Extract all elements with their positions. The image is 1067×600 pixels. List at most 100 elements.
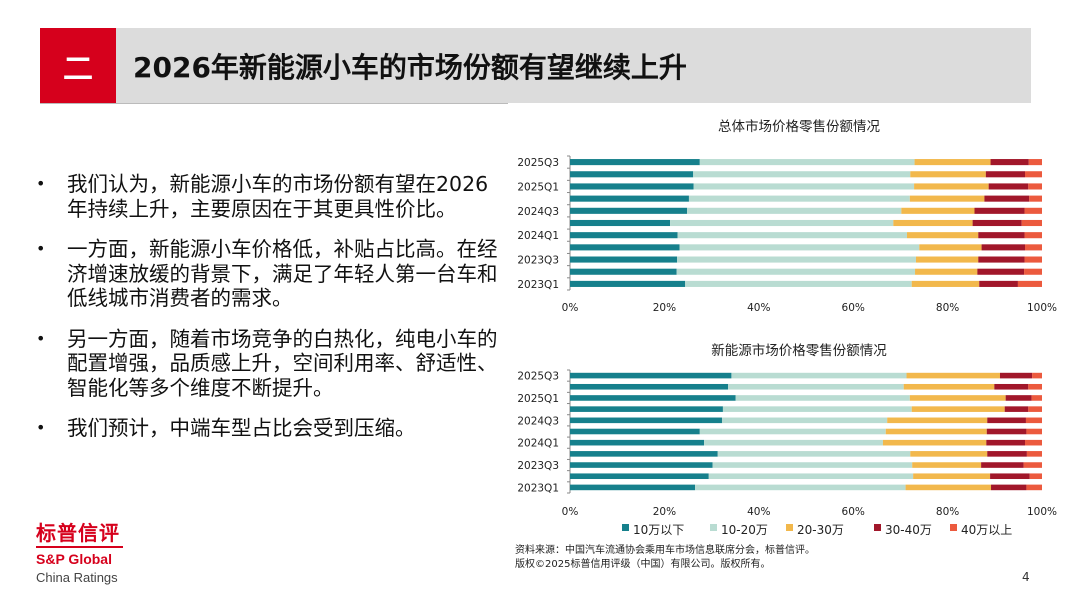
x-tick-label: 60% (842, 302, 865, 314)
bar-segment (987, 451, 1027, 457)
bar-segment (985, 171, 1026, 178)
y-tick-label: 2025Q1 (517, 181, 559, 193)
bar-segment (570, 171, 694, 178)
bar-segment (1026, 428, 1042, 435)
bar-segment (986, 439, 1026, 446)
bar-segment (1005, 395, 1032, 401)
y-tick-label: 2024Q3 (517, 206, 559, 218)
bar-segment (1024, 268, 1042, 275)
bar-segment (974, 207, 1025, 214)
logo-subtitle: China Ratings (36, 570, 118, 585)
bar-segment (919, 244, 982, 251)
page-title: 2026年新能源小车的市场份额有望继续上升 (133, 51, 687, 84)
bar-segment (570, 268, 677, 275)
price-share-charts: 总体市场价格零售份额情况 2023Q1 2023Q3 2024Q1 2024Q3 2025… (517, 118, 1057, 537)
bar-segment (1029, 473, 1042, 480)
bar-segment (988, 183, 1029, 190)
bar-segment (1028, 383, 1042, 390)
bar-segment (1024, 256, 1042, 263)
source-note: 资料来源：中国汽车流通协会乘用车市场信息联席分会，标普信评。 版权©2025标普… (515, 544, 815, 572)
bar-segment (712, 462, 913, 468)
header-divider (40, 103, 508, 104)
bar-segment (570, 195, 689, 202)
bullet-item: • 一方面，新能源小车价格低，补贴占比高。在经济增速放缓的背景下，满足了年轻人第一… (36, 237, 506, 311)
bar-segment (1028, 406, 1042, 412)
legend-label: 10-20万 (721, 523, 768, 537)
bar-segment (915, 268, 978, 275)
y-tick-label: 2024Q1 (517, 230, 559, 242)
bar-segment (570, 372, 732, 379)
bar-segment (570, 280, 686, 287)
bar-segment (731, 372, 907, 379)
bar-segment (1032, 372, 1042, 379)
bar-segment (693, 183, 915, 190)
x-tick-label: 100% (1027, 302, 1057, 314)
bullet-text: 我们预计，中端车型占比会受到压缩。 (67, 416, 416, 440)
x-tick-label: 80% (936, 506, 959, 518)
bar-segment (991, 484, 1027, 491)
bar-segment (1024, 207, 1042, 214)
legend-swatch (622, 524, 629, 531)
bar-segment (972, 219, 1022, 227)
legend-swatch (950, 524, 957, 531)
bar-segment (570, 207, 688, 214)
bar-segment (570, 473, 709, 480)
bar-segment (882, 439, 987, 446)
bar-segment (999, 372, 1033, 379)
bar-segment (693, 171, 911, 178)
bullet-item: • 另一方面，随着市场竞争的白热化，纯电小车的配置增强，品质感上升，空间利用率、舒… (36, 327, 506, 401)
x-tick-label: 20% (653, 506, 676, 518)
bar-segment (699, 428, 886, 435)
bar-segment (570, 439, 705, 446)
bar-segment (1025, 417, 1042, 424)
bar-segment (987, 417, 1026, 424)
bar-segment (978, 232, 1025, 239)
logo-english: S&P Global (36, 551, 112, 567)
bar-segment (570, 395, 736, 401)
bar-segment (704, 439, 883, 446)
x-tick-label: 80% (936, 302, 959, 314)
x-tick-label: 0% (562, 506, 579, 518)
bar-segment (1021, 219, 1042, 227)
logo-divider (36, 546, 123, 548)
bar-segment (905, 484, 992, 491)
y-tick-label: 2025Q3 (517, 157, 559, 169)
bar-segment (687, 207, 902, 214)
bar-segment (570, 232, 678, 239)
bar-segment (986, 428, 1027, 435)
bar-segment (688, 195, 910, 202)
bar-segment (1023, 462, 1042, 468)
bar-segment (909, 395, 1006, 401)
logo-chinese: 标普信评 (36, 521, 120, 545)
bar-segment (685, 280, 912, 287)
bar-segment (570, 219, 671, 227)
bar-segment (728, 383, 904, 390)
bar-segment (676, 268, 916, 275)
y-tick-label: 2023Q1 (517, 279, 559, 291)
bar-segment (570, 183, 694, 190)
bar-segment (1004, 406, 1029, 412)
bullet-icon: • (36, 328, 46, 348)
bar-segment (907, 232, 979, 239)
bar-segment (570, 244, 680, 251)
bar-segment (570, 159, 700, 166)
bar-segment (1025, 244, 1042, 251)
bullet-text: 我们认为，新能源小车的市场份额有望在2026年持续上升，主要原因在于其更具性价比… (67, 172, 489, 221)
y-tick-label: 2023Q3 (517, 460, 559, 472)
y-tick-label: 2023Q3 (517, 255, 559, 267)
x-tick-label: 40% (747, 302, 770, 314)
bar-segment (912, 462, 982, 468)
bar-segment (570, 428, 700, 435)
bar-segment (1017, 280, 1042, 287)
y-tick-label: 2025Q1 (517, 393, 559, 405)
bar-segment (1025, 439, 1042, 446)
bar-segment (901, 207, 975, 214)
x-tick-label: 40% (747, 506, 770, 518)
bar-segment (570, 462, 713, 468)
bar-segment (570, 484, 696, 491)
bar-segment (981, 462, 1024, 468)
bullet-text: 另一方面，随着市场竞争的白热化，纯电小车的配置增强，品质感上升，空间利用率、舒适… (67, 326, 498, 400)
legend-swatch (710, 524, 717, 531)
bullet-icon: • (36, 418, 46, 437)
chart-title: 新能源市场价格零售份额情况 (711, 342, 887, 359)
